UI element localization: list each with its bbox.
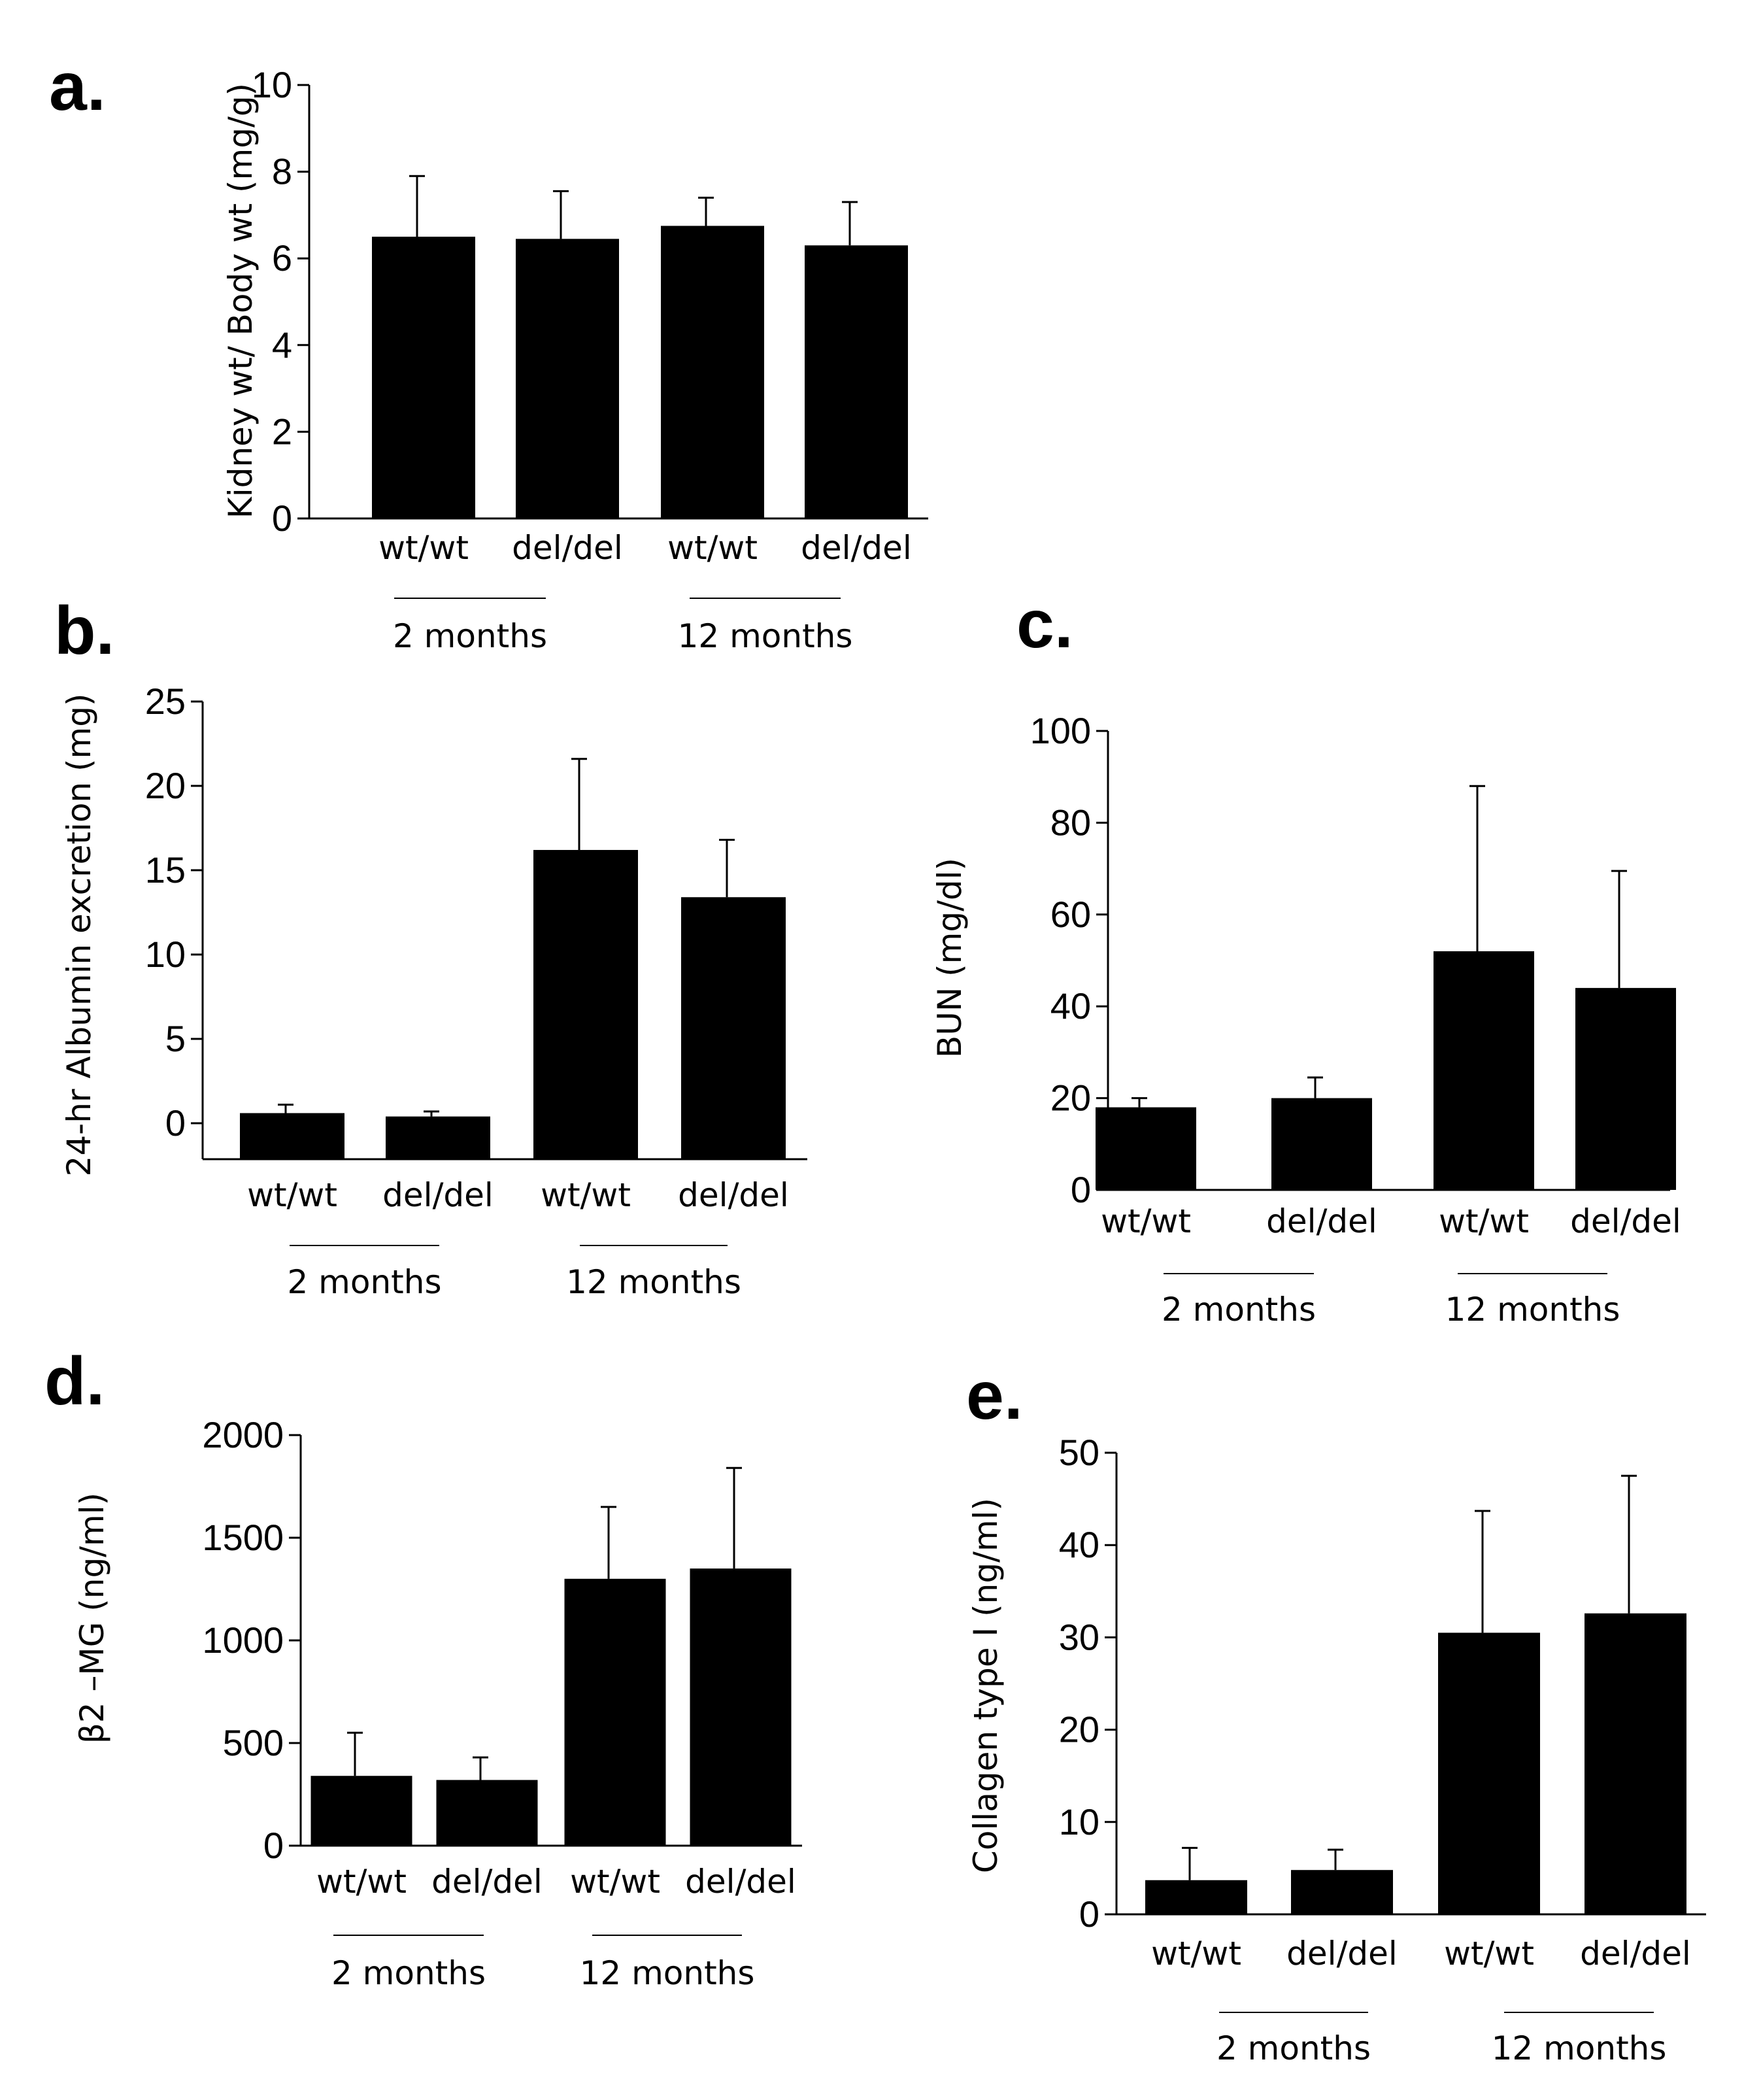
- y-tick-label: 0: [165, 1102, 186, 1143]
- y-tick-label: 500: [223, 1722, 284, 1763]
- y-tick-label: 15: [145, 849, 186, 890]
- category-label: del/del: [512, 529, 623, 567]
- y-tick-label: 20: [1059, 1709, 1099, 1750]
- category-label: wt/wt: [1101, 1202, 1191, 1240]
- category-label: wt/wt: [667, 529, 758, 567]
- bar: [533, 850, 638, 1159]
- y-tick-label: 2: [272, 411, 292, 452]
- group-label: 12 months: [566, 1263, 741, 1301]
- y-tick-label: 20: [145, 765, 186, 806]
- bar: [564, 1578, 666, 1846]
- y-tick-label: 2000: [202, 1414, 284, 1455]
- category-label: wt/wt: [316, 1863, 407, 1901]
- bar: [372, 237, 475, 518]
- category-label: del/del: [431, 1863, 543, 1901]
- category-label: del/del: [685, 1863, 796, 1901]
- y-tick-label: 60: [1050, 894, 1091, 935]
- y-tick-label: 10: [252, 64, 292, 105]
- group-label: 2 months: [1216, 2029, 1371, 2067]
- group-label: 2 months: [393, 617, 547, 655]
- bar: [1575, 988, 1676, 1190]
- bar: [310, 1776, 412, 1846]
- y-tick-label: 6: [272, 237, 292, 279]
- bar: [1145, 1880, 1247, 1914]
- panel-letter: b.: [54, 593, 114, 669]
- y-axis-label: β2 –MG (ng/ml): [73, 1493, 111, 1744]
- bar: [240, 1113, 344, 1159]
- panel-c: c. 0 20 40 60 80 100 wt/wt del/del wt/wt del/del 2 …: [931, 586, 1681, 1329]
- y-tick-label: 1500: [202, 1517, 284, 1558]
- y-tick-label: 0: [272, 498, 292, 539]
- group-label: 12 months: [678, 617, 853, 655]
- bar: [690, 1568, 792, 1846]
- bar: [1271, 1098, 1372, 1190]
- panel-letter: e.: [966, 1358, 1023, 1434]
- category-label: del/del: [1286, 1935, 1398, 1973]
- y-tick-label: 4: [272, 324, 292, 365]
- group-label: 12 months: [1492, 2029, 1667, 2067]
- category-label: del/del: [382, 1176, 494, 1214]
- y-tick-label: 0: [1079, 1893, 1099, 1935]
- y-tick-label: 10: [1059, 1801, 1099, 1842]
- category-label: wt/wt: [570, 1863, 660, 1901]
- bar: [1438, 1633, 1540, 1914]
- category-label: wt/wt: [1444, 1935, 1534, 1973]
- bar: [436, 1780, 538, 1846]
- y-axis-label: Collagen type I (ng/ml): [967, 1498, 1005, 1873]
- y-axis-label: BUN (mg/dl): [931, 858, 969, 1058]
- bar: [516, 239, 619, 518]
- y-tick-label: 50: [1059, 1432, 1099, 1473]
- category-label: wt/wt: [1439, 1202, 1529, 1240]
- y-tick-label: 30: [1059, 1616, 1099, 1657]
- y-tick-label: 40: [1050, 985, 1091, 1026]
- y-axis-label: 24-hr Albumin excretion (mg): [60, 694, 98, 1177]
- y-tick-label: 0: [1071, 1169, 1091, 1210]
- category-label: wt/wt: [1151, 1935, 1241, 1973]
- group-label: 12 months: [580, 1954, 755, 1992]
- bar: [1434, 951, 1534, 1190]
- category-label: wt/wt: [541, 1176, 631, 1214]
- category-label: del/del: [1580, 1935, 1691, 1973]
- panel-letter: a.: [49, 49, 106, 125]
- bar: [386, 1116, 490, 1159]
- y-tick-label: 1000: [202, 1619, 284, 1661]
- category-label: del/del: [678, 1176, 789, 1214]
- bar: [1096, 1107, 1196, 1190]
- y-tick-label: 8: [272, 151, 292, 192]
- y-tick-label: 25: [145, 681, 186, 722]
- panel-d: d. 0 500 1000 1500 2000 wt/wt del/del wt/wt del/d…: [44, 1344, 802, 1992]
- bar: [661, 226, 764, 518]
- group-label: 2 months: [1162, 1291, 1316, 1329]
- y-tick-label: 5: [165, 1018, 186, 1059]
- group-label: 2 months: [287, 1263, 441, 1301]
- y-tick-label: 10: [145, 934, 186, 975]
- panel-letter: d.: [44, 1344, 105, 1419]
- y-axis-label: Kidney wt/ Body wt (mg/g): [222, 83, 260, 518]
- y-tick-label: 80: [1050, 802, 1091, 843]
- bar: [681, 897, 786, 1159]
- bar: [805, 245, 908, 518]
- panel-letter: c.: [1016, 586, 1073, 662]
- y-tick-label: 40: [1059, 1524, 1099, 1565]
- category-label: del/del: [801, 529, 912, 567]
- group-label: 2 months: [331, 1954, 486, 1992]
- y-tick-label: 20: [1050, 1077, 1091, 1119]
- bar: [1291, 1870, 1393, 1914]
- category-label: del/del: [1570, 1202, 1681, 1240]
- group-label: 12 months: [1445, 1291, 1620, 1329]
- panel-b: b. 0 5 10 15 20 25 wt/wt del/del wt/wt del/del 2 mo…: [54, 593, 807, 1301]
- bar: [1585, 1613, 1686, 1914]
- y-tick-label: 100: [1030, 710, 1091, 751]
- panel-a: a. 0 2 4 6 8 10 wt/wt del/del wt/wt del/del 2 month…: [49, 49, 928, 655]
- panel-e: e. 0 10 20 30 40 50 wt/wt del/del wt/wt del/del 2 m…: [966, 1358, 1706, 2067]
- category-label: wt/wt: [378, 529, 469, 567]
- y-tick-label: 0: [263, 1825, 284, 1866]
- category-label: del/del: [1266, 1202, 1377, 1240]
- category-label: wt/wt: [247, 1176, 337, 1214]
